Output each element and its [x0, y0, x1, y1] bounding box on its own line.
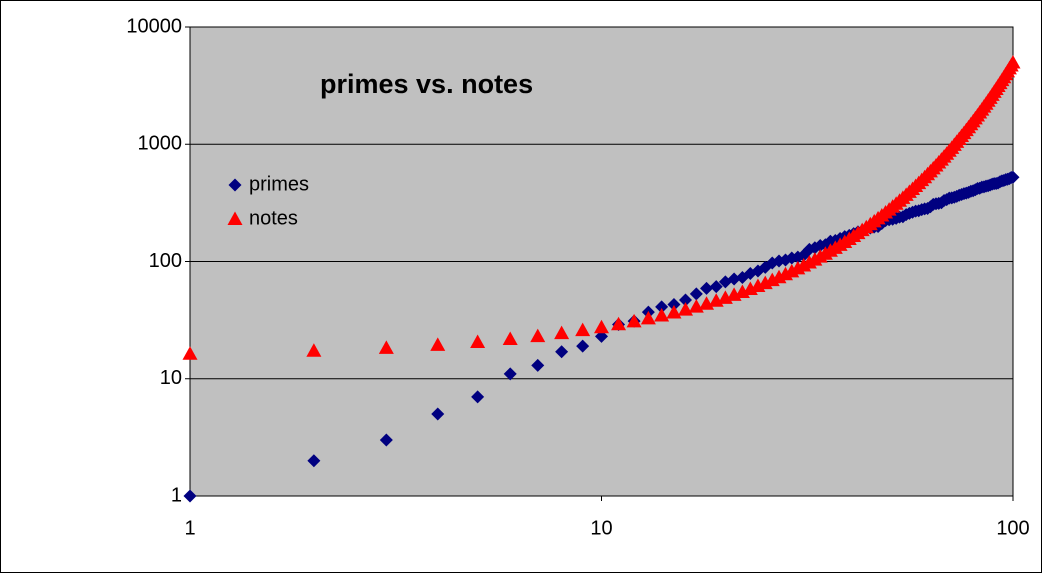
y-tick-label: 1000 — [138, 133, 183, 155]
point — [183, 489, 197, 503]
chart-title: primes vs. notes — [320, 69, 533, 99]
legend-marker — [227, 211, 243, 225]
legend-label: notes — [249, 207, 298, 229]
point — [306, 343, 322, 357]
x-tick-label: 10 — [590, 517, 612, 539]
point — [626, 313, 642, 328]
point — [470, 334, 486, 348]
y-tick-label: 100 — [149, 250, 182, 272]
point — [576, 339, 590, 353]
point — [182, 346, 198, 360]
point — [430, 337, 446, 351]
point — [700, 281, 714, 295]
point — [791, 250, 805, 264]
y-tick-label: 10000 — [126, 15, 182, 37]
point — [667, 297, 681, 311]
point — [654, 307, 670, 322]
point — [378, 340, 394, 354]
point — [575, 322, 591, 337]
point — [1005, 55, 1021, 69]
y-tick-label: 10 — [160, 367, 182, 389]
point — [503, 367, 517, 381]
legend-label: primes — [249, 173, 309, 195]
point — [555, 345, 569, 359]
point — [471, 390, 485, 404]
point — [531, 358, 545, 372]
point — [689, 287, 703, 301]
point — [502, 331, 518, 345]
point — [640, 310, 656, 325]
point — [554, 325, 570, 340]
point — [379, 433, 393, 447]
point — [594, 319, 609, 334]
y-tick-label: 1 — [171, 484, 182, 506]
point — [1006, 170, 1020, 184]
point — [727, 272, 741, 286]
point — [655, 300, 669, 314]
x-tick-label: 100 — [996, 517, 1029, 539]
point — [709, 280, 723, 294]
point — [530, 328, 546, 343]
point — [611, 316, 627, 331]
point — [307, 454, 321, 468]
point — [431, 407, 445, 421]
x-tick-label: 1 — [184, 517, 195, 539]
point — [666, 305, 682, 319]
legend-marker — [228, 178, 242, 192]
point — [678, 293, 692, 307]
